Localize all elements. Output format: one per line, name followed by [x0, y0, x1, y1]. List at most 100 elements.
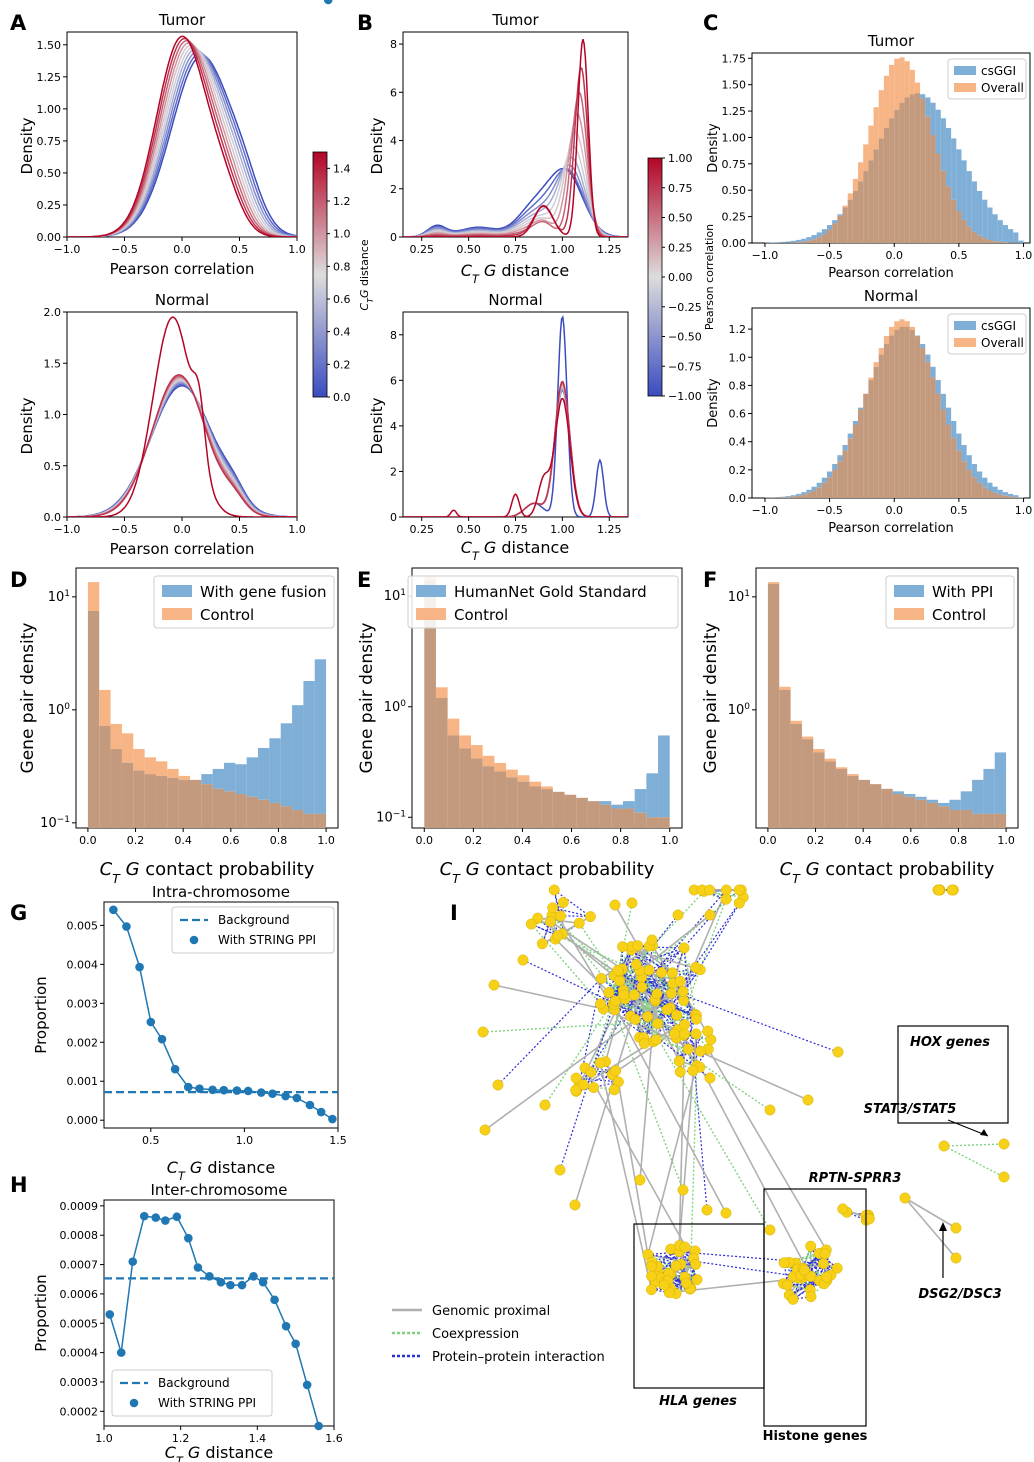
- gene-node: [628, 989, 640, 1001]
- G-point: [256, 1088, 266, 1097]
- C_normal-bar-overlap: [795, 495, 802, 498]
- E-bar: [541, 786, 553, 790]
- E-xtick-label: 0.0: [416, 834, 434, 847]
- gene-node: [670, 1260, 682, 1272]
- gene-node: [691, 1274, 703, 1286]
- F-bar: [847, 774, 859, 776]
- C_normal-bar-overlap: [930, 377, 936, 498]
- A_tumor-series-line: [67, 44, 297, 237]
- C_normal-bar-overlap: [842, 450, 848, 498]
- gene-node: [609, 899, 621, 911]
- C_tumor-ytick-label: 0.75: [722, 158, 747, 171]
- gene-node: [899, 1192, 911, 1204]
- E-xtick-label: 0.6: [563, 834, 581, 847]
- G-point: [328, 1114, 337, 1124]
- gene-node: [831, 1262, 843, 1274]
- E-legend: [407, 575, 679, 629]
- C_tumor-bar-overlap: [811, 239, 817, 243]
- A-normal-xlabel: Pearson correlation: [110, 540, 255, 558]
- gene-node: [674, 975, 686, 987]
- C_normal-ytick-label: 0.2: [729, 464, 747, 477]
- E-bar-overlap: [634, 812, 647, 828]
- F-xtick-label: 0.8: [950, 834, 968, 847]
- G-ytick-label: 0.001: [67, 1075, 99, 1088]
- colorbar-B: [647, 157, 663, 397]
- E-ytick-label: 101: [384, 588, 406, 604]
- C_normal-bar-overlap: [780, 497, 786, 498]
- H-point: [237, 1280, 247, 1290]
- gene-node: [536, 938, 548, 950]
- A_normal-series-line: [67, 378, 297, 517]
- H-point: [302, 1380, 312, 1390]
- B_normal-xtick-label: 0.75: [503, 523, 528, 536]
- gene-node: [690, 1013, 702, 1025]
- ppi-edge: [553, 889, 591, 918]
- gene-node: [548, 884, 560, 896]
- A_tumor-series-line: [67, 42, 297, 237]
- A_tumor-xtick-label: 0.0: [173, 243, 191, 256]
- B_tumor-series-line: [403, 39, 628, 237]
- stat-arrowhead: [980, 1129, 988, 1136]
- H-point: [226, 1280, 235, 1290]
- ppi-edge: [552, 907, 591, 918]
- C_normal-bar: [801, 492, 807, 495]
- genomic-edge: [647, 1065, 698, 1255]
- C_normal-ytick-label: 0.6: [729, 408, 747, 421]
- C_normal-bar-overlap: [852, 424, 859, 498]
- D-bar: [280, 723, 293, 807]
- ppi-edge: [678, 1030, 709, 1062]
- C_normal-bar: [883, 336, 890, 345]
- C_normal-bar-overlap: [982, 487, 988, 498]
- C_tumor-bar-overlap: [878, 138, 884, 243]
- gene-node: [552, 930, 564, 942]
- C_tumor-bar: [826, 225, 833, 230]
- C_tumor-bar: [987, 207, 993, 241]
- C_normal-bar: [1002, 492, 1009, 496]
- H-ytick-label: 0.0009: [60, 1200, 99, 1213]
- D-legend-label: Control: [200, 606, 254, 624]
- C_tumor-bar: [847, 193, 853, 200]
- gene-node: [646, 1260, 657, 1272]
- C_tumor-bar: [951, 138, 957, 200]
- D-bar-overlap: [110, 749, 122, 828]
- coexp-edge: [590, 968, 623, 1073]
- panel-label-D: D: [10, 568, 27, 592]
- B_tumor-axes-frame: [402, 31, 629, 238]
- C_tumor-bar: [842, 205, 848, 208]
- gene-node: [595, 972, 607, 984]
- E-bar-overlap: [494, 771, 507, 828]
- D-bar: [269, 738, 281, 803]
- H-ytick-label: 0.0005: [60, 1317, 99, 1330]
- gene-node: [651, 988, 663, 1000]
- genomic-edge: [707, 1048, 827, 1251]
- E-bar-overlap: [564, 794, 577, 828]
- gene-node: [704, 884, 716, 896]
- B_tumor-series-line: [403, 112, 628, 237]
- C_normal-bar: [925, 354, 931, 363]
- gene-node: [629, 1013, 641, 1025]
- C_tumor-ytick-label: 0.50: [722, 184, 747, 197]
- C_tumor-bar-overlap: [889, 118, 895, 243]
- gene-node: [694, 1045, 706, 1057]
- C_tumor-bar: [795, 239, 802, 243]
- G-ylabel: Proportion: [32, 976, 50, 1053]
- C_tumor-bar: [971, 181, 977, 232]
- A_normal-series-line: [67, 376, 297, 517]
- C_normal-legend-label: csGGI: [981, 319, 1016, 333]
- D-legend-swatch: [162, 585, 192, 597]
- C_tumor-ytick-label: 1.25: [722, 105, 747, 118]
- E-bar-overlap: [447, 735, 460, 828]
- F-ytick-label: 101: [728, 589, 750, 605]
- E-ylabel: Gene pair density: [357, 623, 377, 774]
- C_normal-bar: [976, 471, 983, 483]
- gene-node: [517, 954, 529, 966]
- H-point: [258, 1277, 268, 1287]
- D-bar-overlap: [224, 791, 236, 828]
- C_tumor-bar-overlap: [987, 240, 993, 243]
- C_tumor-xtick-label: −1.0: [752, 249, 779, 262]
- C_tumor-bar-overlap: [930, 135, 936, 243]
- A_tumor-xtick-label: 0.5: [231, 243, 249, 256]
- E-bar-overlap: [435, 698, 448, 828]
- coexp-edge: [549, 921, 557, 940]
- C_normal-bar-overlap: [1013, 497, 1019, 498]
